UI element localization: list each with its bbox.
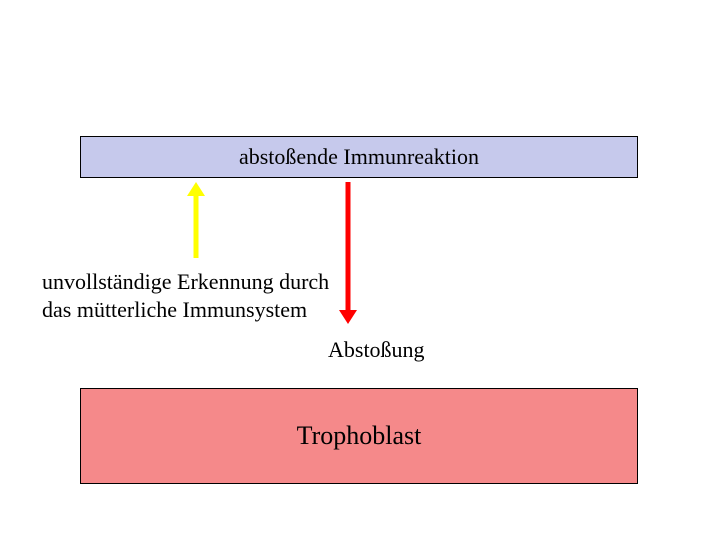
- yellow-up-arrow: [185, 182, 207, 258]
- immune-reaction-label: abstoßende Immunreaktion: [239, 144, 479, 170]
- recognition-label: unvollständige Erkennung durch das mütte…: [42, 268, 329, 323]
- recognition-label-line2: das mütterliche Immunsystem: [42, 296, 329, 324]
- rejection-label: Abstoßung: [328, 336, 425, 364]
- immune-reaction-box: abstoßende Immunreaktion: [80, 136, 638, 178]
- recognition-label-line1: unvollständige Erkennung durch: [42, 268, 329, 296]
- trophoblast-box: Trophoblast: [80, 388, 638, 484]
- red-down-arrow: [337, 182, 359, 324]
- trophoblast-label: Trophoblast: [297, 421, 422, 451]
